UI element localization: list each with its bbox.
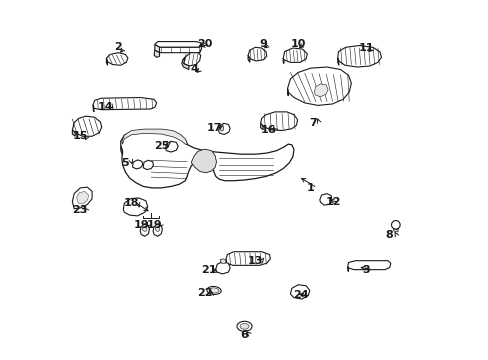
Polygon shape <box>72 187 92 209</box>
Polygon shape <box>183 53 201 66</box>
Polygon shape <box>121 130 293 188</box>
Polygon shape <box>347 267 348 271</box>
Polygon shape <box>132 160 142 169</box>
Text: 2: 2 <box>114 42 122 52</box>
Text: 1: 1 <box>306 183 314 193</box>
Polygon shape <box>247 47 266 61</box>
Polygon shape <box>220 259 225 263</box>
Text: 25: 25 <box>154 141 169 151</box>
Polygon shape <box>154 50 159 57</box>
Text: 10: 10 <box>290 39 305 49</box>
Polygon shape <box>153 224 162 236</box>
Polygon shape <box>225 260 226 267</box>
Polygon shape <box>290 285 309 299</box>
Polygon shape <box>122 129 187 145</box>
Circle shape <box>142 227 147 231</box>
Text: 15: 15 <box>73 131 88 141</box>
Polygon shape <box>314 84 327 97</box>
Text: 7: 7 <box>308 118 316 128</box>
Text: 5: 5 <box>122 158 129 168</box>
Polygon shape <box>182 57 188 69</box>
Polygon shape <box>247 55 249 62</box>
Text: 19: 19 <box>134 220 149 230</box>
Polygon shape <box>123 198 147 216</box>
Text: 13: 13 <box>247 256 263 266</box>
Ellipse shape <box>237 321 251 331</box>
Ellipse shape <box>240 323 248 329</box>
Polygon shape <box>337 45 381 67</box>
Polygon shape <box>215 262 230 274</box>
Text: 9: 9 <box>259 39 267 49</box>
Text: 6: 6 <box>239 330 247 340</box>
Polygon shape <box>93 105 94 112</box>
Text: 14: 14 <box>98 102 113 112</box>
Circle shape <box>391 221 399 229</box>
Polygon shape <box>165 141 178 152</box>
Text: 18: 18 <box>123 198 139 208</box>
Polygon shape <box>283 48 306 62</box>
Polygon shape <box>260 123 263 130</box>
Polygon shape <box>347 261 390 270</box>
Polygon shape <box>159 43 201 53</box>
Polygon shape <box>199 43 201 53</box>
Text: 8: 8 <box>385 230 393 239</box>
Text: 23: 23 <box>72 206 88 216</box>
Polygon shape <box>106 58 107 65</box>
Polygon shape <box>155 44 159 53</box>
Polygon shape <box>143 160 153 170</box>
Polygon shape <box>260 112 297 131</box>
Polygon shape <box>93 98 156 110</box>
Polygon shape <box>283 58 284 63</box>
Polygon shape <box>393 225 397 232</box>
Polygon shape <box>191 149 216 173</box>
Text: 12: 12 <box>325 197 341 207</box>
Ellipse shape <box>208 288 219 293</box>
Polygon shape <box>225 252 270 265</box>
Polygon shape <box>319 194 331 205</box>
Text: 21: 21 <box>201 265 216 275</box>
Polygon shape <box>287 67 351 105</box>
Polygon shape <box>155 41 201 47</box>
Polygon shape <box>121 146 122 155</box>
Text: 24: 24 <box>293 291 308 301</box>
Text: 11: 11 <box>358 43 373 53</box>
Text: 19: 19 <box>146 220 162 230</box>
Polygon shape <box>77 192 88 203</box>
Text: 3: 3 <box>362 265 369 275</box>
Polygon shape <box>106 53 128 65</box>
Polygon shape <box>140 224 149 236</box>
Circle shape <box>155 227 160 231</box>
Polygon shape <box>72 130 75 136</box>
Ellipse shape <box>206 287 221 294</box>
Polygon shape <box>72 116 102 136</box>
Text: 4: 4 <box>190 64 198 74</box>
Text: 22: 22 <box>197 288 212 298</box>
Ellipse shape <box>220 126 223 131</box>
Polygon shape <box>218 123 230 134</box>
Polygon shape <box>337 58 338 65</box>
Text: 17: 17 <box>206 123 222 133</box>
Text: 16: 16 <box>261 125 276 135</box>
Text: 20: 20 <box>196 40 212 49</box>
